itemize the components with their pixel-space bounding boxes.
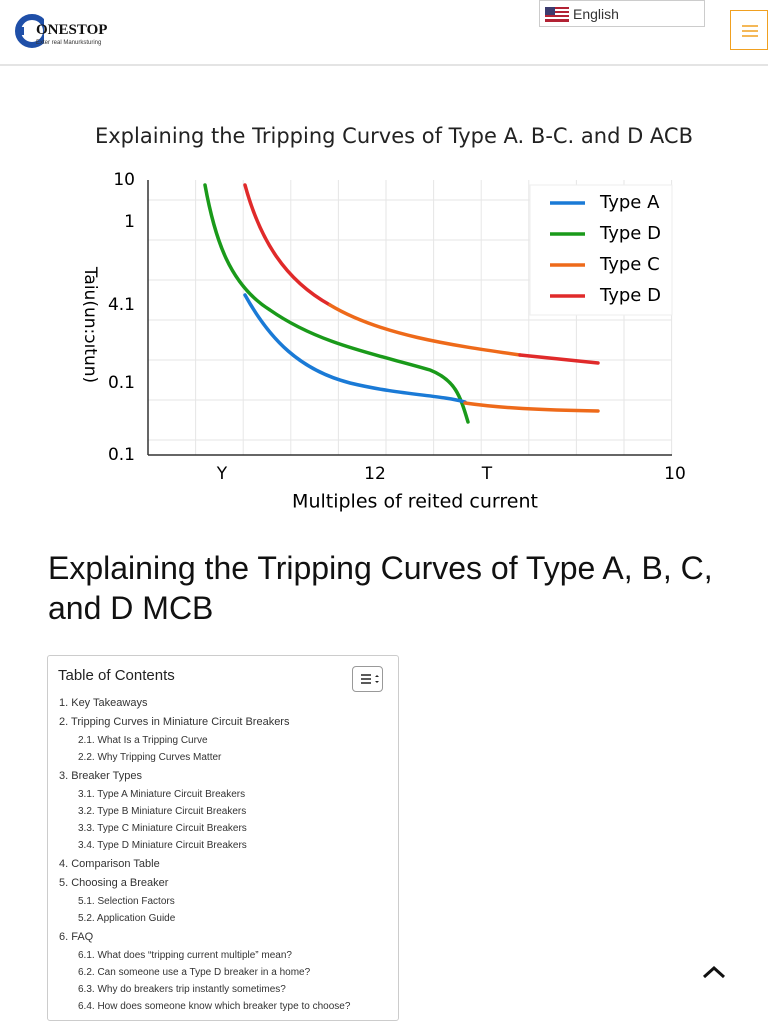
y-tick-label: 1	[124, 212, 135, 232]
x-axis-label: Multiples of reited current	[292, 491, 538, 513]
y-axis-label: Taiu(un:ɔıtun)	[80, 266, 100, 383]
tagline: Exter real Manurksturing	[36, 40, 102, 46]
toc-item[interactable]: 1. Key Takeaways	[59, 697, 148, 709]
toc-subitem[interactable]: 5.2. Application Guide	[78, 913, 176, 924]
logo-icon	[15, 14, 44, 48]
toc-subitem[interactable]: 5.1. Selection Factors	[78, 896, 175, 907]
y-tick-label: 0.1	[108, 373, 135, 393]
legend	[529, 184, 673, 316]
chart-image: Explaining the Tripping Curves of Type A…	[80, 124, 693, 513]
logo[interactable]: ONESTOP	[36, 22, 108, 38]
toc-item[interactable]: 3. Breaker Types	[59, 770, 142, 782]
y-tick-label: 10	[113, 170, 135, 190]
menu-icon	[742, 25, 758, 37]
language: English	[573, 6, 619, 22]
toc-item[interactable]: 2. Tripping Curves in Miniature Circuit …	[59, 716, 290, 728]
legend-label: Type C	[599, 254, 660, 275]
toggle-icon	[361, 674, 379, 684]
toc-subitem[interactable]: 6.3. Why do breakers trip instantly some…	[78, 984, 286, 995]
toc-subitem[interactable]: 6.1. What does “tripping current multipl…	[78, 950, 292, 961]
scroll-top[interactable]	[700, 962, 728, 982]
toc-toggle[interactable]	[352, 666, 383, 692]
x-tick-label: 12	[364, 464, 386, 484]
x-tick-label: T	[481, 464, 493, 484]
legend-label: Type A	[599, 192, 660, 213]
figure-title: Explaining the Tripping Curves of Type A…	[95, 124, 693, 148]
table-of-contents: Table of Contents 1. Key Takeaways 2. Tri…	[47, 655, 399, 1021]
legend-label: Type D	[599, 285, 661, 306]
toc-item[interactable]: 6. FAQ	[59, 931, 94, 943]
menu-button[interactable]	[730, 10, 768, 50]
toc-subitem[interactable]: 3.1. Type A Miniature Circuit Breakers	[78, 789, 246, 800]
curve	[518, 353, 600, 365]
flag	[545, 7, 569, 22]
curve	[243, 183, 332, 307]
toc-subitem[interactable]: 3.4. Type D Miniature Circuit Breakers	[78, 840, 247, 851]
toc-subitem[interactable]: 3.3. Type C Miniature Circuit Breakers	[78, 823, 247, 834]
x-tick-label: Y	[216, 464, 228, 484]
toc-subitem[interactable]: 6.4. How does someone know which breaker…	[78, 1001, 351, 1012]
legend-label: Type D	[599, 223, 661, 244]
curve	[203, 183, 470, 424]
toc-title: Table of Contents	[58, 667, 175, 684]
curve	[328, 303, 522, 357]
curve	[243, 293, 467, 404]
toc-subitem[interactable]: 6.2. Can someone use a Type D breaker in…	[78, 967, 311, 978]
toc-subitem[interactable]: 2.1. What Is a Tripping Curve	[78, 735, 208, 746]
language-select[interactable]: English	[539, 0, 705, 27]
toc-item[interactable]: 5. Choosing a Breaker	[59, 877, 169, 889]
header: ONESTOP Exter real Manurksturing English	[0, 0, 768, 66]
y-tick-label: 4.1	[108, 295, 135, 315]
toc-subitem[interactable]: 3.2. Type B Miniature Circuit Breakers	[78, 806, 247, 817]
toc-subitem[interactable]: 2.2. Why Tripping Curves Matter	[78, 752, 222, 763]
y-tick-label: 0.1	[108, 445, 135, 465]
curve	[463, 401, 600, 413]
article-heading: Explaining the Tripping Curves of Type A…	[48, 550, 713, 626]
toc-item[interactable]: 4. Comparison Table	[59, 858, 160, 870]
x-tick-label: 10	[664, 464, 686, 484]
